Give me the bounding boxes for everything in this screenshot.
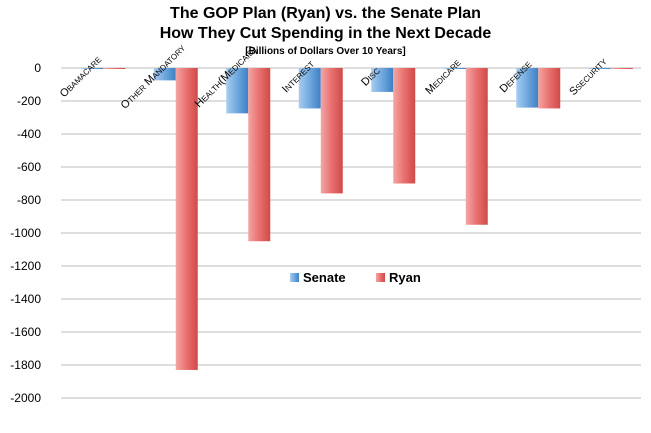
x-tick-label: Ssecurity	[567, 55, 610, 98]
y-tick-label: -1000	[10, 226, 41, 240]
y-tick-label: 0	[34, 61, 41, 75]
bars	[81, 68, 633, 370]
bar-ryan	[248, 68, 271, 242]
y-tick-label: -1400	[10, 292, 41, 306]
y-axis-ticks: 0 -200 -400 -600 -800 -1000 -1200 -1400 -1600 -18…	[10, 61, 41, 405]
legend-swatch-senate	[290, 273, 299, 282]
y-tick-label: -200	[17, 94, 41, 108]
x-tick-label: Obamacare	[58, 54, 104, 100]
bar-ryan	[465, 68, 488, 225]
bar-ryan	[175, 68, 198, 370]
bar-senate	[81, 68, 104, 69]
bar-ryan	[610, 68, 633, 69]
chart-title-line-1: The GOP Plan (Ryan) vs. the Senate Plan	[170, 5, 481, 22]
bar-senate	[443, 68, 466, 69]
chart-title-line-2: How They Cut Spending in the Next Decade	[159, 25, 492, 42]
y-tick-label: -800	[17, 193, 41, 207]
legend-swatch-ryan	[376, 273, 385, 282]
legend-label-ryan: Ryan	[389, 270, 421, 285]
bar-senate	[516, 68, 539, 108]
bar-ryan	[393, 68, 416, 184]
y-tick-label: -1800	[10, 358, 41, 372]
bar-senate	[226, 68, 249, 114]
y-tick-label: -400	[17, 127, 41, 141]
y-tick-label: -1600	[10, 325, 41, 339]
chart-subtitle: [Billions of Dollars Over 10 Years]	[245, 46, 406, 57]
y-tick-label: -600	[17, 160, 41, 174]
x-tick-label: Medicare	[423, 57, 463, 97]
y-tick-label: -1200	[10, 259, 41, 273]
bar-ryan	[538, 68, 561, 109]
bar-ryan	[103, 68, 126, 69]
y-tick-label: -2000	[10, 391, 41, 405]
bar-senate	[588, 68, 611, 69]
chart-title-block: The GOP Plan (Ryan) vs. the Senate Plan …	[0, 4, 651, 58]
bar-senate	[298, 68, 321, 109]
legend-label-senate: Senate	[303, 270, 346, 285]
legend: Senate Ryan	[290, 270, 421, 285]
bar-ryan	[320, 68, 343, 194]
bar-senate	[153, 68, 176, 81]
bar-senate	[371, 68, 394, 92]
gridlines	[61, 67, 641, 399]
